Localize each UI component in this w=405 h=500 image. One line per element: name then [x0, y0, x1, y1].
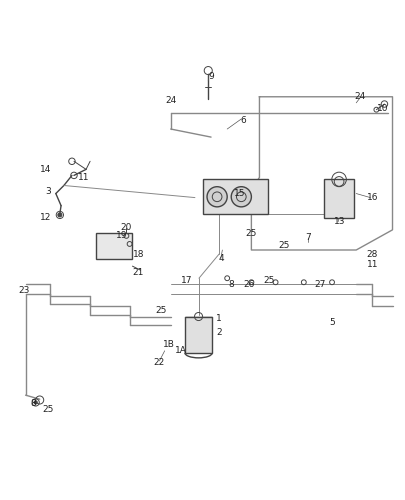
Text: 7: 7 [304, 234, 310, 242]
Text: 25: 25 [155, 306, 166, 315]
Text: 25: 25 [245, 230, 256, 238]
Text: 16: 16 [366, 193, 377, 202]
Bar [96, 233, 132, 260]
Text: 24: 24 [165, 96, 176, 106]
Circle shape [34, 401, 37, 404]
Text: 15: 15 [233, 189, 245, 198]
Text: 22: 22 [153, 358, 165, 368]
Text: 1A: 1A [175, 346, 186, 356]
Text: 4: 4 [218, 254, 224, 262]
Text: 27: 27 [313, 280, 325, 289]
Text: 13: 13 [334, 218, 345, 226]
Circle shape [231, 186, 251, 207]
Text: 6: 6 [240, 116, 245, 126]
Bar [202, 180, 267, 214]
Text: 14: 14 [40, 165, 51, 174]
Text: 25: 25 [263, 276, 275, 284]
Text: 17: 17 [181, 276, 192, 284]
Bar [184, 316, 212, 353]
Text: 24: 24 [354, 92, 365, 102]
Text: 3: 3 [45, 187, 51, 196]
Text: 18: 18 [132, 250, 144, 258]
Text: 12: 12 [40, 213, 51, 222]
Text: 19: 19 [115, 232, 127, 240]
Text: 20: 20 [120, 224, 132, 232]
Circle shape [207, 186, 227, 207]
Bar [323, 180, 353, 218]
Text: 1B: 1B [162, 340, 174, 349]
Text: 26: 26 [243, 280, 254, 289]
Text: 23: 23 [18, 286, 29, 295]
Text: 25: 25 [277, 242, 289, 250]
Text: 25: 25 [42, 405, 53, 414]
Text: 11: 11 [366, 260, 377, 268]
Text: 8: 8 [228, 280, 234, 289]
Text: 1: 1 [216, 314, 222, 323]
Text: 5: 5 [328, 318, 334, 327]
Text: 11: 11 [78, 173, 90, 182]
Text: 10: 10 [376, 104, 387, 114]
Text: 28: 28 [366, 250, 377, 258]
Text: 8: 8 [31, 398, 36, 407]
Text: 9: 9 [208, 72, 213, 81]
Text: 2: 2 [216, 328, 222, 337]
Circle shape [58, 213, 62, 217]
Text: 21: 21 [132, 268, 144, 276]
